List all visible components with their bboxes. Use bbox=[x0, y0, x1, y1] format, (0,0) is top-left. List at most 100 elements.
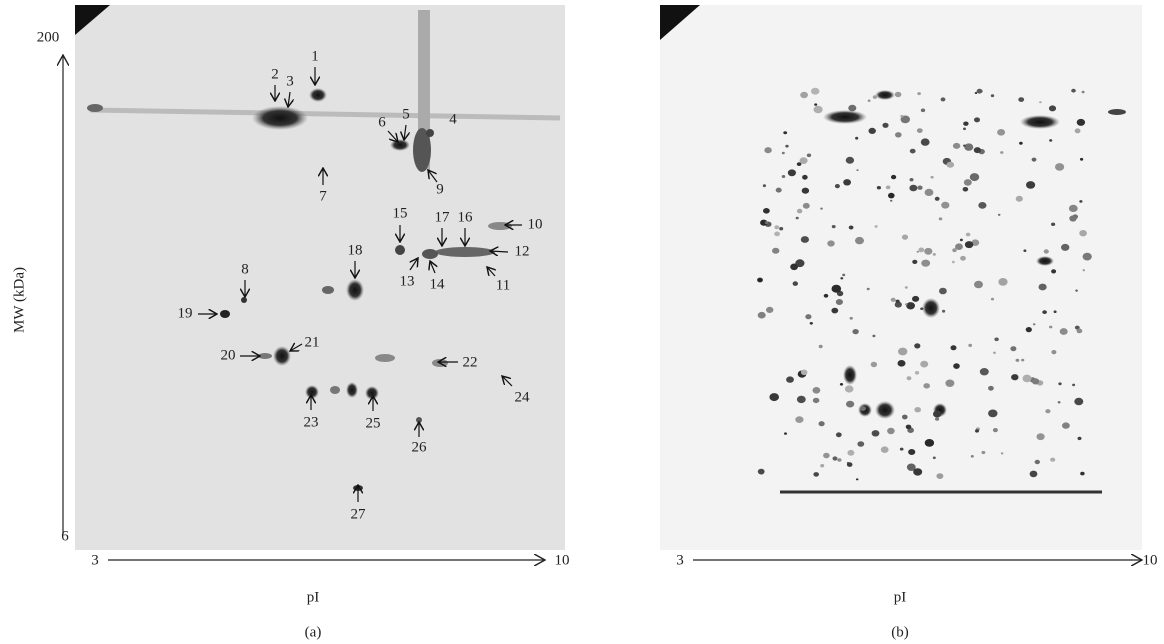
gel-spot bbox=[1043, 249, 1049, 254]
gel-spot bbox=[844, 385, 854, 393]
gel-spot bbox=[890, 199, 893, 202]
y-top-label: 200 bbox=[37, 29, 60, 45]
x-left-label: 3 bbox=[676, 552, 684, 568]
arrow bbox=[404, 124, 406, 140]
gel-spot bbox=[951, 260, 955, 264]
gel-spot bbox=[920, 360, 929, 368]
gel-spot bbox=[946, 161, 955, 168]
gel-spot bbox=[963, 121, 969, 126]
gel-spot bbox=[818, 421, 825, 427]
gel-spot bbox=[1021, 358, 1025, 362]
arrow bbox=[410, 258, 418, 271]
gel-spot bbox=[1048, 105, 1057, 112]
spot-label: 3 bbox=[286, 73, 294, 89]
gel-spot bbox=[1062, 422, 1070, 429]
gel-spot bbox=[1045, 409, 1051, 414]
arrow bbox=[487, 267, 495, 276]
gel-spot bbox=[899, 447, 904, 451]
gel-spot bbox=[895, 299, 900, 303]
gel-spot bbox=[1068, 204, 1078, 212]
gel-spot bbox=[906, 376, 912, 381]
arrow bbox=[288, 91, 290, 107]
gel-spot bbox=[974, 91, 978, 95]
gel-spot bbox=[975, 429, 979, 433]
spot-label: 12 bbox=[515, 243, 530, 259]
gel-spot bbox=[976, 88, 983, 94]
gel-spot bbox=[812, 397, 820, 404]
spot-label: 11 bbox=[496, 277, 510, 293]
gel-spot bbox=[965, 232, 971, 237]
gel-spot bbox=[912, 295, 920, 302]
gel-spot bbox=[997, 129, 1006, 136]
gel-spot bbox=[813, 105, 823, 114]
gel-spot bbox=[1032, 323, 1036, 326]
gel-spot bbox=[834, 184, 840, 189]
gel-spot bbox=[955, 243, 963, 250]
gel-spot bbox=[993, 351, 996, 354]
gel-spot bbox=[902, 414, 908, 420]
gel-spot bbox=[942, 309, 946, 313]
gel-spot bbox=[894, 91, 902, 98]
gel-spot bbox=[906, 302, 915, 310]
gel-spot bbox=[1079, 200, 1083, 203]
gel-spot bbox=[939, 287, 947, 295]
gel-spot bbox=[823, 293, 829, 298]
gel-spot bbox=[839, 383, 844, 386]
gel-spot bbox=[1000, 151, 1004, 154]
spot-label: 7 bbox=[319, 188, 327, 204]
spot-label: 22 bbox=[463, 354, 478, 370]
gel-spot bbox=[820, 464, 825, 468]
gel-spot bbox=[924, 247, 933, 255]
gel-spot bbox=[990, 94, 995, 98]
gel-spot bbox=[1018, 97, 1025, 102]
gel-spot bbox=[1079, 230, 1087, 237]
gel-spot bbox=[981, 450, 986, 455]
gel-spot bbox=[831, 307, 839, 314]
gel-spot bbox=[916, 250, 919, 253]
gel-spot bbox=[870, 361, 878, 368]
gel-spot bbox=[988, 385, 994, 391]
gel-spot bbox=[781, 175, 786, 178]
gel-spot bbox=[1015, 358, 1020, 362]
gel-spot bbox=[1051, 269, 1057, 274]
gel-spot bbox=[1055, 163, 1065, 171]
gel-spot bbox=[1077, 436, 1082, 441]
gel-spot bbox=[831, 284, 842, 293]
y-axis-title: MW (kDa) bbox=[11, 267, 27, 333]
gel-spot bbox=[894, 301, 902, 308]
gel-spot bbox=[814, 103, 818, 106]
gel-spot bbox=[1080, 157, 1084, 161]
gel-spot bbox=[914, 407, 921, 413]
gel-spot bbox=[970, 455, 974, 458]
gel-spot bbox=[1015, 195, 1023, 202]
gel-spot bbox=[1074, 128, 1081, 134]
gel-spot bbox=[796, 208, 803, 214]
gel-spot bbox=[799, 157, 808, 165]
gel-spot bbox=[1051, 222, 1056, 226]
gel-spot bbox=[895, 132, 902, 138]
gel-spot bbox=[1026, 181, 1036, 189]
gel-spot bbox=[1074, 397, 1084, 406]
gel-spot bbox=[1031, 378, 1040, 385]
gel-spot bbox=[920, 307, 924, 311]
gel-spot bbox=[855, 478, 859, 481]
gel-spot bbox=[845, 156, 855, 164]
spot-label: 19 bbox=[178, 305, 193, 321]
gel-spot bbox=[787, 169, 797, 177]
gel-spot bbox=[940, 97, 946, 102]
gel-spot bbox=[904, 286, 908, 289]
gel-spot bbox=[904, 303, 908, 306]
gel-spot bbox=[978, 202, 987, 209]
gel-spot bbox=[1074, 325, 1080, 330]
gel-spot bbox=[774, 231, 780, 237]
gel-spot bbox=[963, 127, 966, 131]
gel-spot bbox=[842, 273, 846, 277]
gel-spot bbox=[938, 217, 943, 221]
gel-spot bbox=[856, 169, 859, 172]
gel-spot bbox=[800, 91, 808, 99]
gel-spot bbox=[920, 138, 930, 146]
gel-spot bbox=[795, 416, 804, 423]
gel-spot bbox=[1082, 269, 1086, 272]
gel-spot bbox=[1010, 346, 1017, 352]
